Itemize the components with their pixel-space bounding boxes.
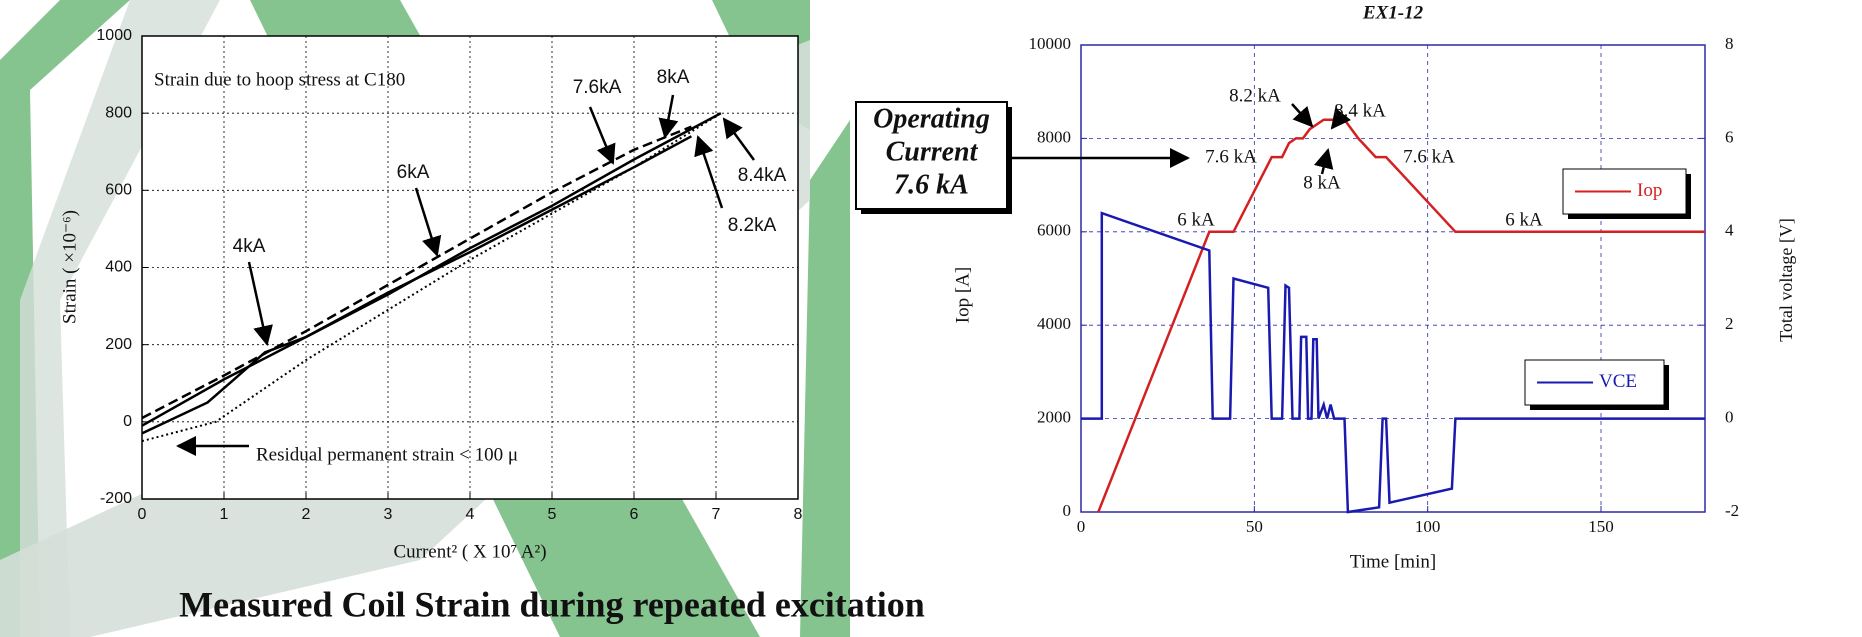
y-tick-label: 200 [105, 336, 132, 353]
x-tick-label: 8 [794, 506, 803, 523]
annotation: 4kA [233, 236, 266, 257]
x-tick-label: 0 [1077, 517, 1086, 536]
y-axis-title: Strain ( ×10⁻⁶) [59, 210, 80, 324]
legend-label: VCE [1599, 371, 1637, 392]
x-axis-title: Time [min] [1350, 551, 1436, 572]
callout-text: Operating [873, 103, 990, 134]
y2-tick-label: 0 [1725, 408, 1734, 427]
x-tick-label: 150 [1588, 517, 1614, 536]
current-chart: 0 50 100 150 0 2000 4000 6000 8000 10000 -2 0 2 4 6 8 Ti… [856, 2, 1796, 572]
x-tick-label: 4 [466, 506, 475, 523]
annotation: 8kA [657, 67, 690, 88]
page: 012345678-20002004006008001000Current² (… [0, 0, 1862, 637]
x-tick-label: 1 [220, 506, 229, 523]
x-tick-label: 7 [712, 506, 721, 523]
plot-area [1081, 45, 1705, 512]
x-tick-label: 6 [630, 506, 639, 523]
x-axis-title: Current² ( X 10⁷ A²) [393, 541, 546, 562]
legend-label: Iop [1637, 180, 1662, 201]
y-tick-label: 10000 [1029, 34, 1072, 53]
y-tick-label: 800 [105, 104, 132, 121]
y2-tick-label: 8 [1725, 34, 1734, 53]
annotation: 8 kA [1303, 172, 1341, 193]
callout-text: 7.6 kA [894, 169, 969, 200]
x-tick-label: 50 [1246, 517, 1263, 536]
x-tick-label: 5 [548, 506, 557, 523]
annotation: 8.2 kA [1229, 85, 1281, 106]
annotation: 6 kA [1177, 209, 1215, 230]
annotation: 8.2kA [728, 215, 777, 236]
x-tick-label: 3 [384, 506, 393, 523]
annotation: 7.6 kA [1205, 146, 1257, 167]
y-tick-label: 600 [105, 182, 132, 199]
y-tick-label: -200 [100, 490, 132, 507]
y-tick-label: 2000 [1037, 408, 1071, 427]
chart-title: EX1-12 [1362, 2, 1424, 23]
y2-tick-label: 6 [1725, 127, 1734, 146]
y-tick-label: 4000 [1037, 314, 1071, 333]
y-tick-label: 8000 [1037, 127, 1071, 146]
annotation: 8.4 kA [1334, 100, 1386, 121]
annotation: 6kA [397, 162, 430, 183]
x-tick-label: 100 [1415, 517, 1441, 536]
annotation: Strain due to hoop stress at C180 [154, 69, 405, 90]
callout-text: Current [886, 136, 979, 167]
y2-tick-label: -2 [1725, 501, 1739, 520]
y-axis-title: Iop [A] [952, 267, 973, 323]
y-tick-label: 6000 [1037, 221, 1071, 240]
annotation: 7.6kA [573, 77, 622, 98]
x-tick-label: 0 [138, 506, 147, 523]
annotation: 7.6 kA [1403, 146, 1455, 167]
y-tick-label: 1000 [96, 27, 132, 44]
annotation: 6 kA [1505, 209, 1543, 230]
y2-axis-title: Total voltage [V] [1776, 218, 1796, 342]
slide: 012345678-20002004006008001000Current² (… [0, 0, 1862, 637]
y2-tick-label: 2 [1725, 314, 1734, 333]
y-tick-label: 0 [123, 413, 132, 430]
annotation: 8.4kA [738, 165, 787, 186]
x-tick-label: 2 [302, 506, 311, 523]
annotation: Residual permanent strain < 100 μ [256, 444, 518, 465]
y2-tick-label: 4 [1725, 221, 1734, 240]
y-tick-label: 400 [105, 259, 132, 276]
caption: Measured Coil Strain during repeated exc… [179, 584, 925, 624]
y-tick-label: 0 [1063, 501, 1072, 520]
